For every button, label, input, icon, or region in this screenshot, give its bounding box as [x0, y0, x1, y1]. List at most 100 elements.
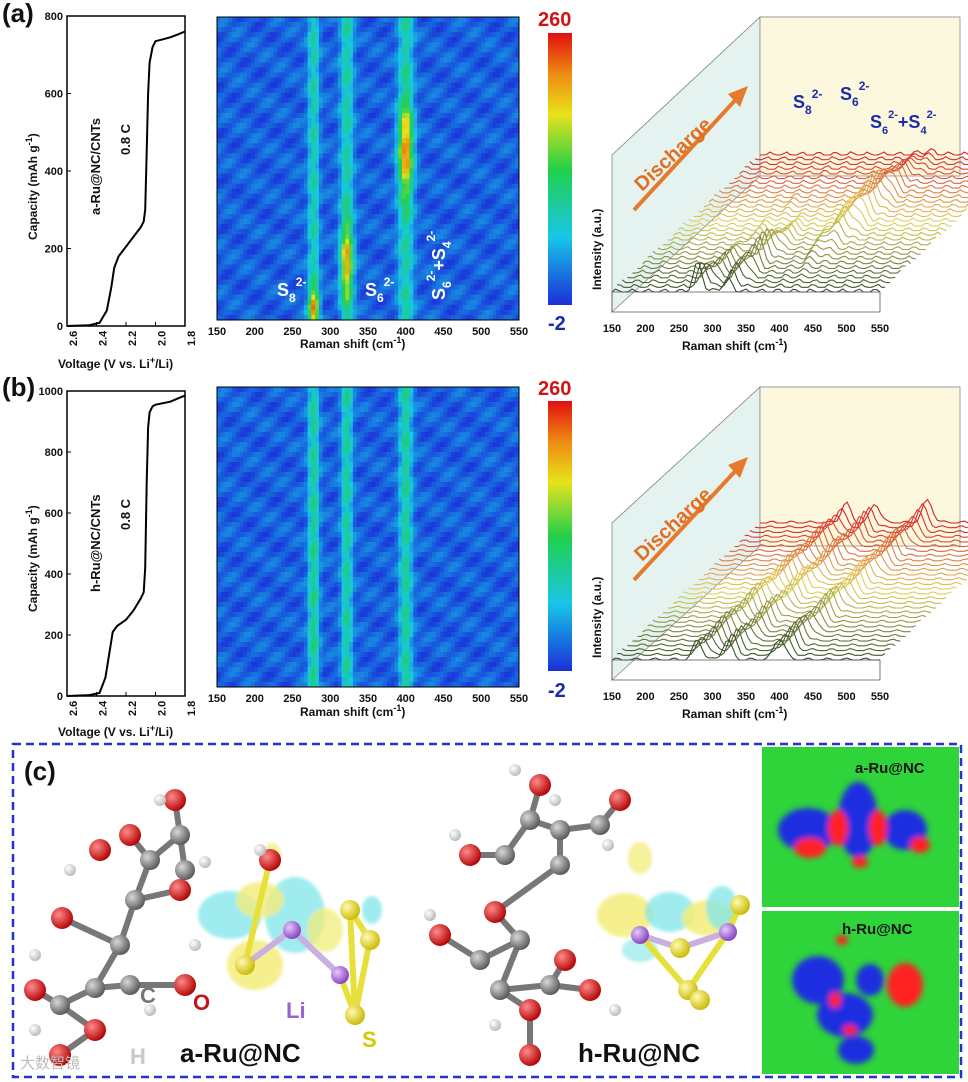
- heatmap-cell: [420, 82, 426, 89]
- heatmap-cell: [300, 168, 305, 174]
- heatmap-cell: [352, 32, 358, 38]
- heatmap-cell: [322, 274, 327, 280]
- heatmap-cell: [258, 163, 263, 169]
- heatmap-cell: [432, 294, 437, 301]
- heatmap-cell: [409, 289, 414, 296]
- heatmap-cell: [296, 224, 301, 230]
- heatmap-cell: [364, 284, 369, 291]
- heatmap-cell: [217, 102, 222, 109]
- heatmap-cell: [451, 87, 456, 94]
- heatmap-cell: [515, 158, 520, 164]
- heatmap-cell: [224, 163, 229, 169]
- heatmap-cell: [273, 264, 278, 270]
- heatmap-cell: [277, 92, 282, 99]
- heatmap-cell: [239, 128, 244, 134]
- heatmap-cell: [326, 22, 331, 28]
- heatmap-cell: [273, 97, 278, 104]
- heatmap-cell: [318, 87, 324, 94]
- heatmap-cell: [243, 67, 248, 73]
- heatmap-cell: [273, 22, 278, 28]
- heatmap-cell: [473, 138, 478, 144]
- heatmap-cell: [300, 138, 305, 144]
- heatmap-cell: [217, 22, 222, 28]
- heatmap-cell: [394, 148, 399, 154]
- heatmap-cell: [326, 52, 331, 58]
- heatmap-cell: [386, 234, 392, 240]
- sample-name-b: h-Ru@NC/CNTs: [88, 494, 103, 592]
- heatmap-cell: [375, 67, 380, 73]
- heatmap-cell: [250, 219, 256, 225]
- heatmap-cell: [398, 208, 403, 215]
- heatmap-cell: [217, 77, 222, 84]
- heatmap-cell: [345, 284, 350, 291]
- heatmap-cell: [401, 193, 407, 200]
- heatmap-cell: [220, 309, 225, 316]
- heatmap-cell: [386, 304, 392, 311]
- heatmap-cell: [296, 47, 301, 53]
- heatmap-cell: [235, 304, 241, 311]
- heatmap-cell: [269, 213, 275, 220]
- heatmap-cell: [485, 299, 490, 306]
- heatmap-cell: [318, 208, 324, 215]
- heatmap-cell: [330, 284, 335, 291]
- heatmap-cell: [371, 32, 376, 38]
- heatmap-cell: [383, 87, 388, 94]
- heatmap-cell: [394, 304, 399, 311]
- heatmap-cell: [300, 314, 305, 321]
- heatmap-cell: [243, 87, 248, 94]
- heatmap-cell: [500, 219, 505, 225]
- heatmap-cell: [383, 57, 388, 63]
- heatmap-cell: [496, 82, 501, 89]
- heatmap-cell: [462, 294, 467, 301]
- heatmap-cell: [356, 249, 361, 255]
- heatmap-cell: [266, 17, 271, 23]
- y-tick-label: 400: [45, 166, 63, 178]
- heatmap-cell: [417, 153, 422, 159]
- heatmap-cell: [451, 254, 456, 260]
- heatmap-cell: [250, 314, 256, 321]
- heatmap-cell: [458, 102, 463, 109]
- heatmap-cell: [247, 274, 252, 280]
- heatmap-cell: [379, 183, 384, 190]
- waterfall-x-ticks-a: 150 200 250 300 350 400 450 500 550: [603, 323, 889, 335]
- heatmap-cell: [311, 229, 316, 235]
- heatmap-cell: [284, 264, 290, 270]
- heatmap-cell: [254, 208, 259, 215]
- heatmap-cell: [451, 143, 456, 149]
- heatmap-cell: [296, 37, 301, 43]
- heatmap-cell: [466, 244, 471, 250]
- heatmap-cell: [307, 387, 312, 393]
- heatmap-cell: [368, 198, 373, 205]
- heatmap-cell: [364, 87, 369, 94]
- heatmap-cell: [511, 153, 516, 159]
- heatmap-cell: [477, 163, 482, 169]
- heatmap-cell: [232, 123, 237, 129]
- heatmap-cell: [273, 107, 278, 114]
- heatmap-cell: [228, 239, 233, 245]
- heatmap-cell: [254, 107, 259, 114]
- heatmap-cell: [375, 22, 380, 28]
- heatmap-cell: [288, 299, 293, 306]
- heatmap-cell: [284, 178, 290, 185]
- heatmap-cell: [432, 143, 437, 149]
- heatmap-cell: [266, 178, 271, 185]
- heatmap-cell: [462, 193, 467, 200]
- heatmap-cell: [277, 284, 282, 291]
- heatmap-cell: [224, 294, 229, 301]
- heatmap-cell: [341, 153, 346, 159]
- heatmap-cell: [277, 62, 282, 68]
- heatmap-cell: [341, 17, 346, 23]
- heatmap-cell: [315, 183, 320, 190]
- heatmap-cell: [409, 107, 414, 114]
- heatmap-cell: [217, 178, 222, 185]
- heatmap-cell: [375, 279, 380, 286]
- heatmap-cell: [352, 198, 358, 205]
- heatmap-cell: [258, 304, 263, 311]
- heatmap-cell: [337, 163, 342, 169]
- heatmap-cell: [488, 289, 493, 296]
- heatmap-cell: [473, 123, 478, 129]
- heatmap-cell: [288, 249, 293, 255]
- heatmap-cell: [386, 87, 392, 94]
- heatmap-cell: [435, 133, 441, 139]
- heatmap-cell: [356, 67, 361, 73]
